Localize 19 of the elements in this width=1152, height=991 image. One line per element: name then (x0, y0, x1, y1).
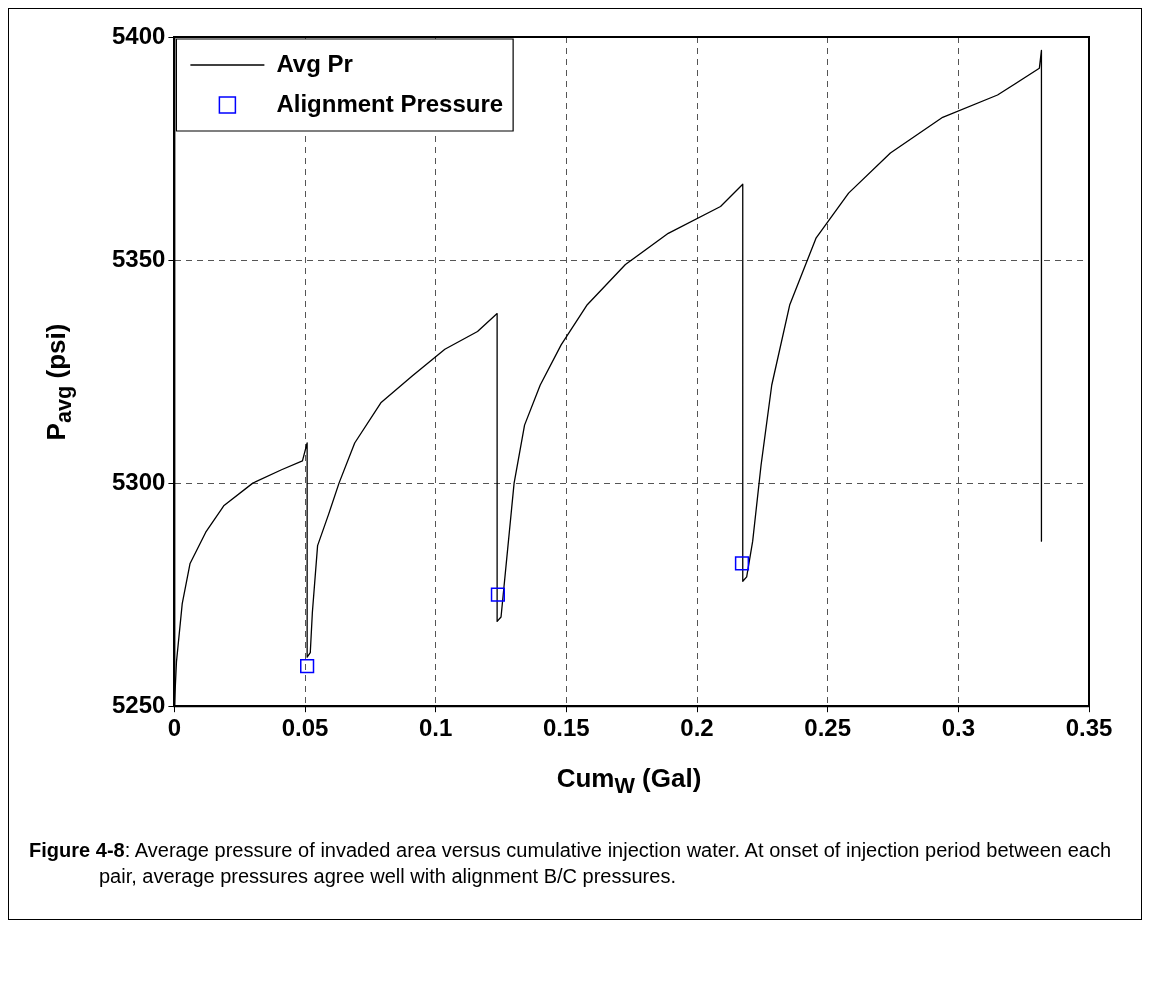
y-tick-label: 5400 (112, 21, 166, 49)
legend-label: Alignment Pressure (276, 89, 504, 117)
x-tick-label: 0.25 (804, 714, 852, 742)
x-tick-label: 0 (167, 714, 182, 742)
x-axis-title: Cum$_{W}$ (Gal) (555, 762, 703, 799)
caption: Figure 4-8: Average pressure of invaded area versus cumulative injection water. At onset of injection period between each pair, average pressures agree well with alignment B/C pressures. (29, 839, 1112, 887)
x-tick-label: 0.35 (1065, 714, 1113, 742)
x-tick-label: 0.2 (680, 714, 714, 742)
x-tick-label: 0.15 (543, 714, 590, 742)
y-tick-label: 5350 (112, 244, 166, 272)
point (300, 658, 315, 674)
y-tick-label: 5300 (112, 467, 166, 495)
x-tick-label: 0.3 (941, 714, 976, 742)
legend-label: Avg Pr (276, 49, 353, 77)
point (490, 587, 506, 602)
x-tick-label: 0.05 (281, 714, 329, 742)
x-tick-label: 0.1 (419, 714, 453, 742)
y-tick-label: 5250 (112, 690, 166, 718)
point (734, 556, 750, 571)
